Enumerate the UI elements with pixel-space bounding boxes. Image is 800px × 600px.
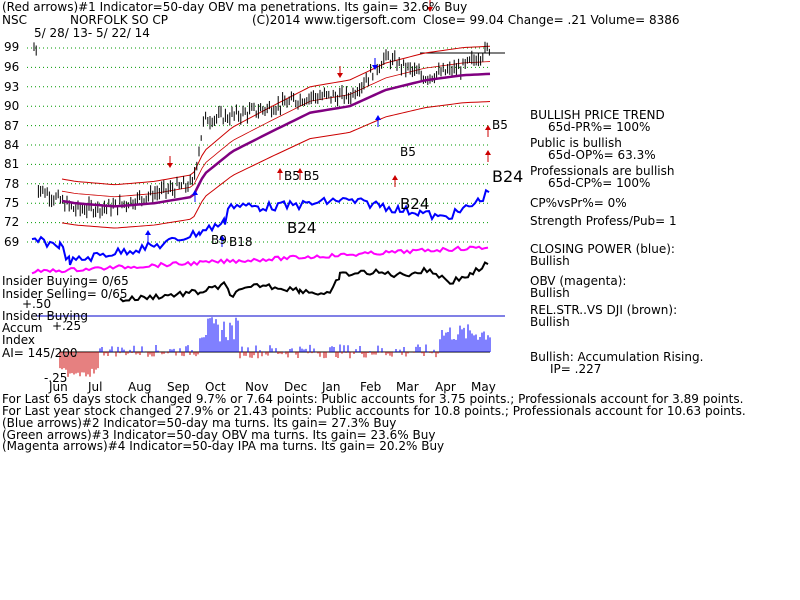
up-arrow-icon [485, 150, 491, 155]
signal-label: B24 [400, 195, 430, 213]
insider-selling: Insider Selling= 0/65 [2, 287, 128, 301]
price-tick: 87 [4, 119, 20, 133]
closing-power-label: CLOSING POWER (blue): [530, 242, 675, 256]
price-tick: 90 [4, 99, 20, 113]
up-arrow-icon [192, 190, 198, 195]
cp-readout: 65d-CP%= 100% [548, 176, 651, 190]
signal-label: B9 [211, 233, 227, 247]
up-arrow-icon [392, 175, 398, 180]
month-label: Apr [435, 380, 456, 394]
accum-tick: +.25 [52, 319, 82, 333]
closing-power-line [31, 188, 490, 266]
insider-buying-top: Insider Buying= 0/65 [2, 274, 129, 288]
price-tick: 93 [4, 80, 20, 94]
price-tick: 96 [4, 60, 20, 74]
signal-label: B5 B5 [284, 169, 320, 183]
company-name: NORFOLK SO CP [70, 13, 168, 27]
price-tick: 69 [4, 235, 20, 249]
month-label: May [471, 380, 496, 394]
rel-strength-line [119, 261, 489, 303]
month-label: Oct [205, 380, 226, 394]
obv-label: OBV (magenta): [530, 274, 627, 288]
footer-green-arrows: (Green arrows)#3 Indicator=50-day OBV ma… [2, 428, 436, 442]
footer-last-year: For Last year stock changed 27.9% or 21.… [2, 404, 746, 418]
ai-readout: AI= 145/200 [2, 346, 78, 360]
signal-label: B24 [287, 219, 317, 237]
price-tick: 84 [4, 138, 20, 152]
up-arrow-icon [277, 168, 283, 173]
down-arrow-icon [427, 7, 433, 12]
copyright: (C)2014 www.tigersoft.com [252, 13, 416, 27]
cpvspr-readout: CP%vsPr%= 0% [530, 196, 627, 210]
signal-label: B5 [400, 145, 416, 159]
down-arrow-icon [167, 163, 173, 168]
month-label: Jun [49, 380, 68, 394]
signal-label: B18 [229, 235, 253, 249]
upper-band-line [61, 45, 491, 186]
price-tick: 75 [4, 196, 20, 210]
month-label: Sep [167, 380, 190, 394]
up-arrow-icon [375, 115, 381, 120]
month-label: Nov [245, 380, 269, 394]
strength-readout: Strength Profess/Pub= 1 [530, 214, 677, 228]
up-arrow-icon [219, 235, 225, 240]
pros-title: Professionals are bullish [530, 164, 675, 178]
accum-tick: +.50 [22, 297, 52, 311]
month-label: Jul [88, 380, 103, 394]
down-arrow-icon [372, 65, 378, 70]
down-arrow-icon [337, 73, 343, 78]
accum-tick: -.25 [44, 371, 68, 385]
op-readout: 65d-OP%= 63.3% [548, 148, 656, 162]
date-range: 5/ 28/ 13- 5/ 22/ 14 [34, 26, 150, 40]
month-label: Aug [128, 380, 152, 394]
quote-line: Close= 99.04 Change= .21 Volume= 8386 [423, 13, 680, 27]
month-label: Dec [284, 380, 308, 394]
price-tick: 81 [4, 157, 20, 171]
month-label: Feb [360, 380, 382, 394]
public-title: Public is bullish [530, 136, 622, 150]
ip-readout: IP= .227 [550, 362, 602, 376]
ticker: NSC [2, 13, 27, 27]
price-tick: 72 [4, 215, 20, 229]
accum-status: Bullish: Accumulation Rising. [530, 350, 704, 364]
insider-buying-label: Insider Buying [2, 309, 88, 323]
header-indicator-line: (Red arrows)#1 Indicator=50-day OBV ma p… [2, 0, 468, 14]
signal-label: B5 [492, 118, 508, 132]
price-tick: 78 [4, 177, 20, 191]
closing-power-value: Bullish [530, 254, 570, 268]
footer-blue-arrows: (Blue arrows)#2 Indicator=50-day ma turn… [2, 416, 397, 430]
price-tick: 99 [4, 40, 20, 54]
pr-readout: 65d-PR%= 100% [548, 120, 651, 134]
ma-50-line [61, 72, 491, 208]
relstr-value: Bullish [530, 315, 570, 329]
relstr-label: REL.STR..VS DJI (brown): [530, 303, 678, 317]
accum-label: Accum [2, 321, 43, 335]
obv-line [31, 245, 489, 275]
footer-65-days: For Last 65 days stock changed 9.7% or 7… [2, 392, 744, 406]
signal-label: B24 [492, 167, 524, 186]
accum-label2: Index [2, 333, 36, 347]
trend-title: BULLISH PRICE TREND [530, 108, 665, 122]
month-label: Mar [396, 380, 419, 394]
month-label: Jan [322, 380, 341, 394]
obv-value: Bullish [530, 286, 570, 300]
up-arrow-icon [145, 230, 151, 235]
footer-magenta-arrows: (Magenta arrows)#4 Indicator=50-day IPA … [2, 439, 445, 453]
up-arrow-icon [297, 168, 303, 173]
up-arrow-icon [485, 125, 491, 130]
lower-band-line [61, 101, 491, 229]
